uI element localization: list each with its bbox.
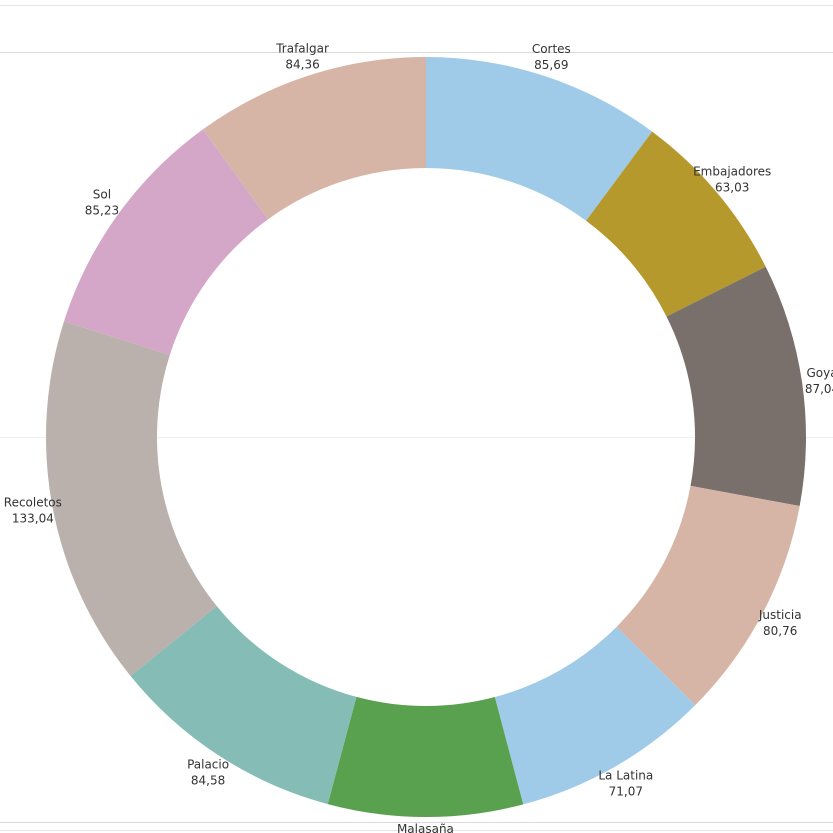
slice-label-value: 63,03	[715, 181, 749, 195]
label-goya: Goya 87,04	[805, 366, 833, 396]
label-embajadores: Embajadores 63,03	[693, 165, 771, 195]
slice-label-value: 80,76	[763, 624, 797, 638]
label-recoletos: Recoletos 133,04	[4, 496, 62, 526]
slice-label-name: Sol	[93, 188, 111, 202]
header-divider	[0, 52, 833, 53]
slice-justicia[interactable]	[616, 485, 800, 706]
label-palacio: Palacio 84,58	[187, 757, 229, 787]
slice-label-value: 87,04	[805, 382, 833, 396]
mid-gridline	[0, 437, 833, 438]
slice-recoletos[interactable]	[46, 321, 217, 676]
label-la-latina: La Latina 71,07	[598, 769, 653, 799]
bottom-divider	[0, 830, 833, 831]
label-sol: Sol 85,23	[85, 188, 119, 218]
slice-label-name: Palacio	[187, 757, 229, 771]
slice-label-name: Goya	[806, 366, 833, 380]
slice-label-name: Cortes	[532, 42, 571, 56]
slice-trafalgar[interactable]	[202, 56, 426, 220]
slice-label-value: 85,69	[534, 58, 568, 72]
label-justicia: Justicia 80,76	[758, 608, 802, 638]
slice-label-value: 71,07	[609, 785, 643, 799]
label-cortes: Cortes 85,69	[532, 42, 571, 72]
slice-la-latina[interactable]	[494, 626, 696, 805]
slice-embajadores[interactable]	[586, 131, 766, 317]
footer-divider	[0, 822, 833, 823]
slice-label-name: Recoletos	[4, 496, 62, 510]
slice-malasana[interactable]	[327, 696, 524, 817]
slice-label-value: 85,23	[85, 204, 119, 218]
toolbar-top-divider	[0, 5, 833, 6]
slice-sol[interactable]	[64, 129, 269, 356]
slice-label-name: Trafalgar	[275, 42, 329, 56]
slice-label-name: La Latina	[598, 769, 653, 783]
slice-goya[interactable]	[666, 266, 806, 507]
slice-label-value: 133,04	[12, 512, 54, 526]
slice-label-name: Malasaña	[397, 822, 454, 833]
label-trafalgar: Trafalgar 84,36	[275, 42, 329, 72]
slice-cortes[interactable]	[426, 57, 653, 221]
slice-label-name: Embajadores	[693, 165, 771, 179]
slice-palacio[interactable]	[130, 606, 357, 805]
slice-label-value: 84,58	[191, 773, 225, 787]
label-malasana: Malasaña69,96	[397, 822, 454, 833]
slice-label-name: Justicia	[758, 608, 802, 622]
slice-label-value: 84,36	[285, 58, 319, 72]
